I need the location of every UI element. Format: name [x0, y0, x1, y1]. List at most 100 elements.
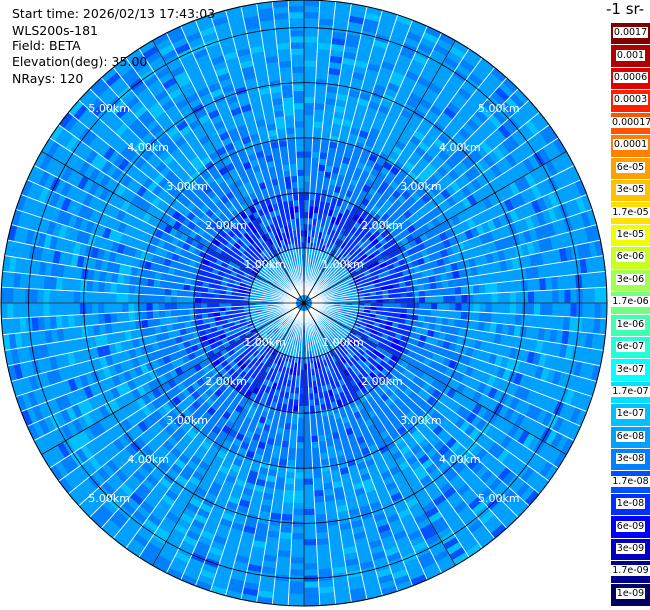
gate [444, 263, 453, 273]
gate [318, 264, 324, 271]
gate [417, 551, 434, 564]
colorbar-tick-label: 3e-08 [615, 453, 646, 465]
gate [143, 518, 159, 532]
gate [264, 365, 271, 374]
gate [289, 435, 298, 443]
gate [540, 303, 547, 316]
gate [119, 482, 134, 497]
gate [356, 239, 364, 248]
gate [419, 334, 427, 343]
gate [222, 225, 232, 235]
gate [433, 138, 446, 150]
start-time-label: Start time: 2026/02/13 17:43:03 [12, 6, 216, 21]
gate [389, 465, 401, 476]
ray-separator [1, 286, 297, 304]
gate [317, 568, 333, 576]
gate [431, 303, 438, 310]
gate [385, 481, 398, 492]
gate [273, 335, 280, 343]
gate [494, 354, 504, 367]
ray [109, 303, 304, 530]
colorbar-tick-label: 0.0003 [612, 94, 649, 106]
gate [67, 377, 78, 393]
gate [316, 538, 330, 546]
gate [271, 265, 278, 272]
gate [353, 221, 361, 230]
gate [141, 114, 156, 128]
gate [508, 209, 519, 223]
gate [214, 66, 230, 77]
gate [385, 156, 397, 166]
gate [304, 599, 320, 606]
ray [28, 245, 293, 302]
gate [108, 229, 118, 242]
gate [443, 303, 450, 311]
gate [213, 120, 226, 131]
gate [380, 585, 398, 596]
gate [167, 185, 178, 197]
gate [526, 241, 536, 256]
gate [338, 274, 345, 280]
ray-separator [58, 124, 298, 299]
gate [359, 355, 368, 363]
gate [449, 180, 461, 193]
gate [283, 109, 295, 117]
gate [363, 484, 376, 494]
gate [459, 420, 471, 433]
gate [474, 109, 489, 124]
gate [65, 454, 79, 471]
gate [377, 104, 391, 115]
gate [275, 476, 286, 484]
gate [450, 262, 459, 272]
gate [241, 135, 252, 145]
gate [319, 341, 324, 349]
range-ring-label: 4.00km [439, 141, 481, 154]
gate [466, 152, 479, 166]
ray [338, 124, 559, 280]
gate [492, 216, 503, 230]
gate [204, 160, 215, 171]
gate [292, 520, 304, 528]
gate [219, 303, 226, 308]
gate [393, 574, 411, 586]
gate [281, 91, 294, 99]
gate [436, 258, 445, 267]
ray-separator [166, 32, 301, 297]
gate [75, 229, 85, 244]
gate [120, 199, 131, 213]
gate [330, 286, 338, 291]
gate [283, 103, 294, 111]
gate [357, 98, 370, 108]
gate [152, 560, 170, 573]
gate [452, 270, 460, 280]
gate [279, 259, 285, 267]
gate [200, 440, 212, 451]
gate [317, 322, 322, 329]
gate [311, 338, 315, 345]
gate [194, 486, 208, 498]
gate [315, 79, 328, 87]
gate [317, 270, 323, 277]
gate [174, 551, 191, 564]
gate [419, 474, 433, 486]
gate [73, 104, 88, 120]
gate [152, 303, 159, 311]
colorbar-tick-label: 1.7e-05 [611, 206, 650, 218]
gate [379, 430, 390, 440]
gate [473, 303, 480, 313]
gate [325, 277, 332, 283]
gate [242, 587, 259, 597]
gate [341, 119, 353, 128]
gate [582, 242, 592, 259]
gate [454, 286, 462, 296]
gate [142, 546, 159, 561]
gate [156, 395, 167, 407]
gate [143, 335, 152, 346]
gate [278, 140, 288, 148]
gate [214, 316, 222, 322]
gate [171, 359, 180, 370]
gate [417, 453, 430, 465]
gate [362, 246, 370, 254]
gate [90, 153, 103, 168]
gate [318, 158, 327, 166]
